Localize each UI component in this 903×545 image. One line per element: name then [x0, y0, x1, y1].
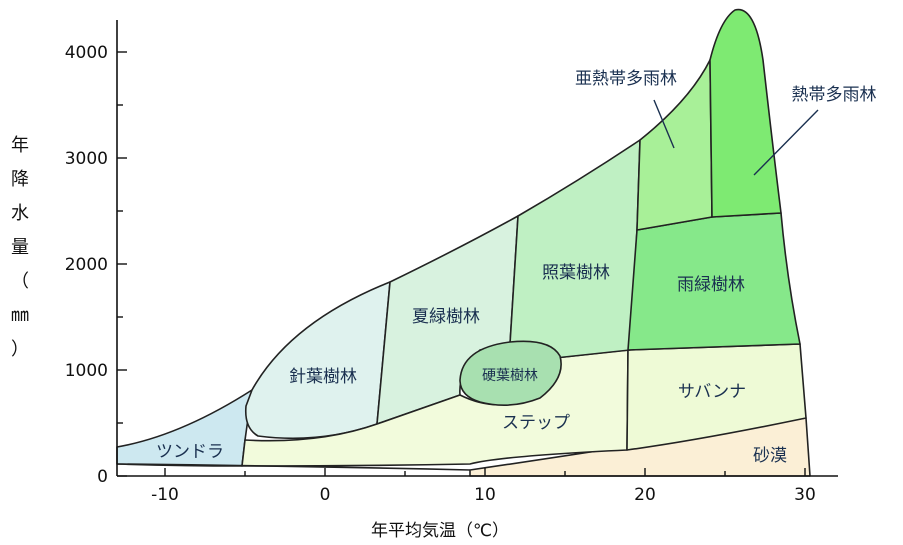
- label-tropical: 熱帯多雨林: [792, 85, 877, 105]
- label-subtropical: 亜熱帯多雨林: [575, 69, 677, 89]
- label-deciduous: 夏緑樹林: [412, 307, 480, 327]
- y-tick-label: 0: [97, 467, 108, 487]
- y-tick-label: 2000: [65, 255, 108, 275]
- x-tick-label: 0: [320, 485, 331, 505]
- tropical-leader-line: [753, 109, 819, 176]
- tundra-base-curve: [116, 463, 471, 471]
- region-savanna: [626, 343, 807, 451]
- label-boreal: 針葉樹林: [289, 367, 357, 387]
- y-tick-label: 3000: [65, 149, 108, 169]
- label-desert: 砂漠: [753, 446, 787, 466]
- svg-text:年: 年: [11, 135, 29, 156]
- svg-text:（: （: [11, 271, 29, 292]
- svg-text:㎜: ㎜: [11, 305, 29, 326]
- subtropical-leader-line: [653, 99, 675, 149]
- label-raingreen: 雨緑樹林: [677, 275, 745, 295]
- svg-text:）: ）: [11, 339, 29, 360]
- label-sclerophyll: 硬葉樹林: [482, 368, 538, 384]
- label-savanna: サバンナ: [678, 382, 746, 402]
- x-tick-label: -10: [151, 485, 179, 505]
- region-laurel: [509, 139, 641, 359]
- y-tick-label: 4000: [65, 43, 108, 63]
- svg-text:水: 水: [11, 203, 29, 224]
- y-ticks: [117, 51, 127, 477]
- x-tick-label: 30: [794, 485, 816, 505]
- y-tick-label: 1000: [65, 361, 108, 381]
- region-sclerophyll: [459, 340, 562, 406]
- region-tropical: [709, 8, 782, 218]
- label-tundra: ツンドラ: [156, 442, 224, 462]
- y-axis-title: 年 降 水 量 （ ㎜ ）: [11, 135, 29, 360]
- x-tick-label: 10: [474, 485, 496, 505]
- svg-text:降: 降: [11, 169, 29, 190]
- region-boreal: [244, 281, 391, 440]
- x-ticks: [164, 468, 806, 476]
- x-axis-title: 年平均気温（℃）: [371, 521, 509, 541]
- label-laurel: 照葉樹林: [542, 263, 610, 283]
- x-tick-label: 20: [634, 485, 656, 505]
- label-steppe: ステップ: [502, 413, 570, 433]
- svg-text:量: 量: [11, 237, 29, 258]
